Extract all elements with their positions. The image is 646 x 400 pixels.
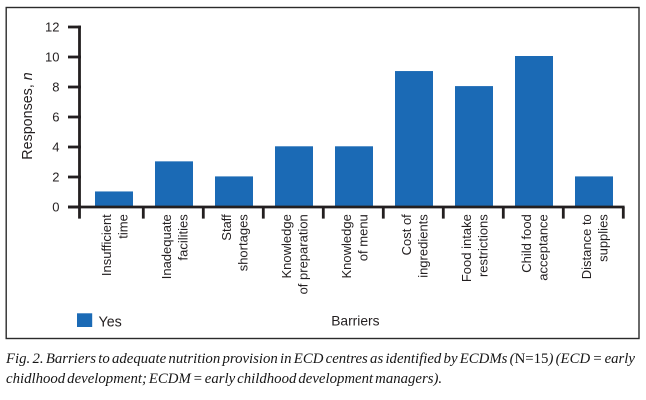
svg-text:12: 12 <box>45 20 59 35</box>
svg-text:10: 10 <box>45 50 59 65</box>
svg-text:2: 2 <box>52 170 59 185</box>
svg-text:6: 6 <box>52 110 59 125</box>
svg-text:Distance to: Distance to <box>579 214 594 279</box>
svg-text:restrictions: restrictions <box>476 214 491 277</box>
svg-text:Barriers: Barriers <box>331 314 379 329</box>
svg-text:ingredients: ingredients <box>416 214 431 278</box>
svg-text:4: 4 <box>52 140 59 155</box>
svg-text:supplies: supplies <box>596 214 611 262</box>
svg-text:Knowledge: Knowledge <box>279 214 294 278</box>
svg-text:acceptance: acceptance <box>536 214 551 281</box>
svg-text:Yes: Yes <box>99 315 122 331</box>
svg-text:shortages: shortages <box>236 214 251 272</box>
svg-text:Knowledge: Knowledge <box>339 214 354 278</box>
svg-text:Child food: Child food <box>519 214 534 273</box>
svg-text:Food intake: Food intake <box>459 214 474 282</box>
svg-text:Inadequate: Inadequate <box>159 214 174 279</box>
svg-text:8: 8 <box>52 80 59 95</box>
svg-text:Cost of: Cost of <box>399 214 414 256</box>
svg-text:Staff: Staff <box>219 214 234 241</box>
svg-text:of menu: of menu <box>356 214 371 261</box>
svg-text:0: 0 <box>52 200 59 215</box>
svg-text:of preparation: of preparation <box>296 214 311 294</box>
svg-text:time: time <box>116 214 131 239</box>
svg-text:facilities: facilities <box>176 214 191 261</box>
svg-text:Responses, n: Responses, n <box>20 72 36 159</box>
svg-text:Insufficient: Insufficient <box>99 214 114 276</box>
